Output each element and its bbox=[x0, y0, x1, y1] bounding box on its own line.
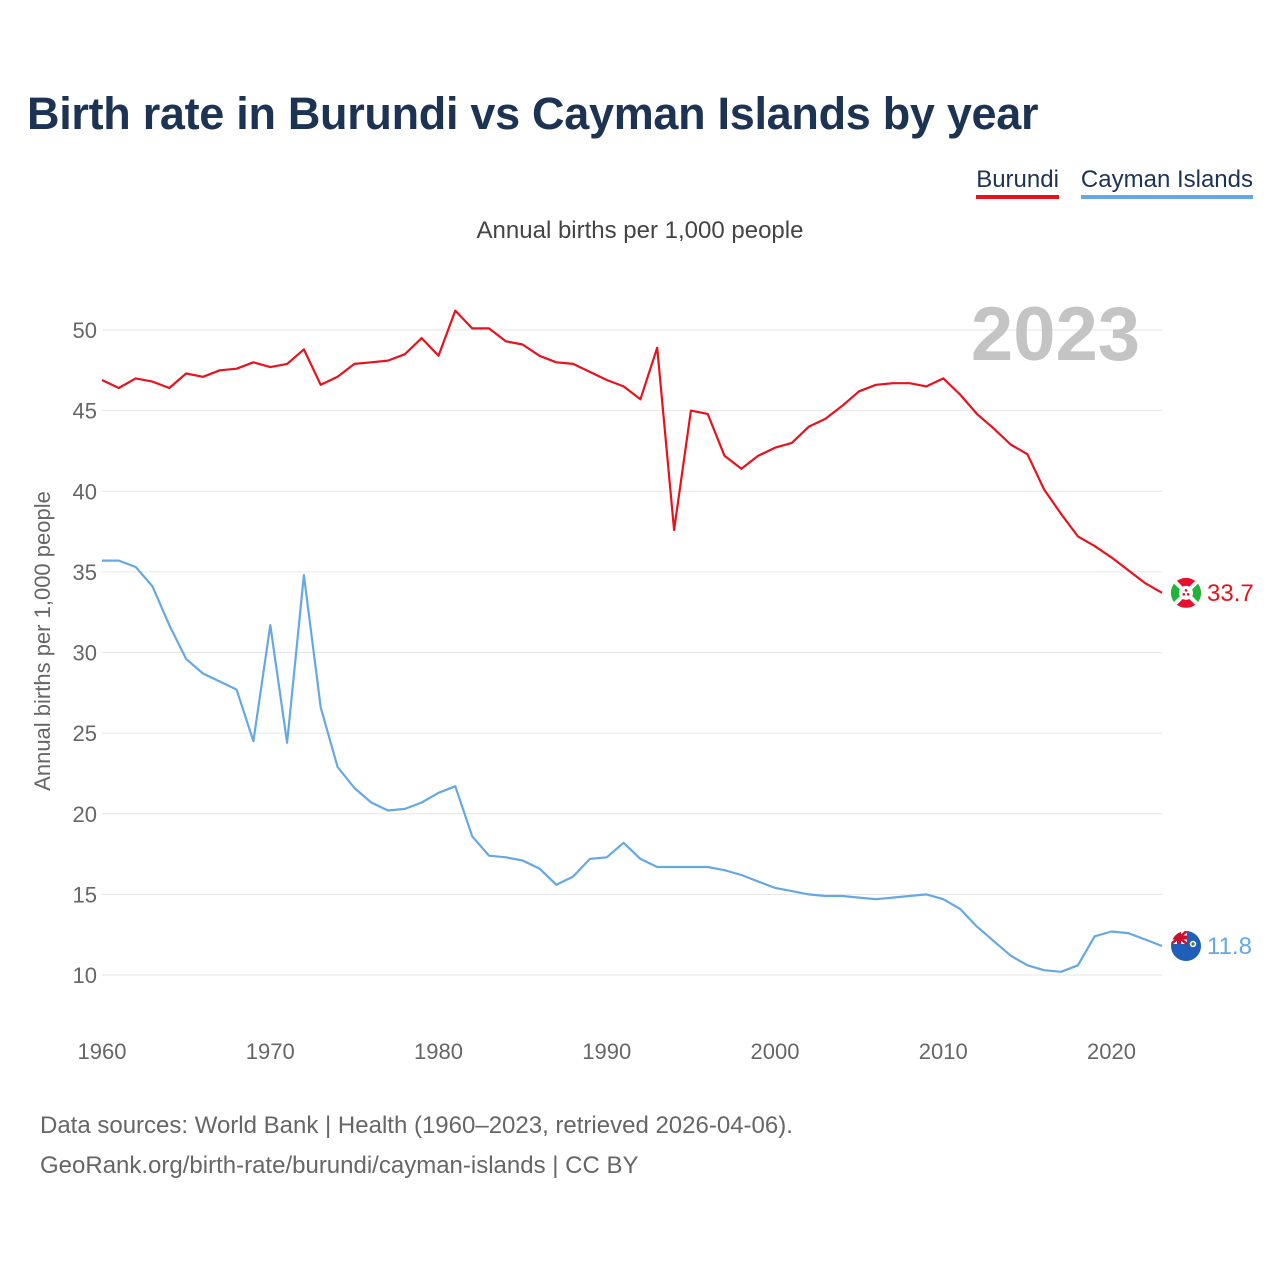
y-tick-label: 10 bbox=[73, 963, 97, 988]
chart-legend: Burundi Cayman Islands bbox=[976, 166, 1253, 199]
y-tick-label: 20 bbox=[73, 802, 97, 827]
x-tick-label: 1980 bbox=[414, 1039, 463, 1064]
x-tick-label: 1960 bbox=[78, 1039, 127, 1064]
y-tick-label: 35 bbox=[73, 560, 97, 585]
end-value-label-cayman-islands: 11.8 bbox=[1207, 933, 1252, 960]
x-tick-label: 2000 bbox=[751, 1039, 800, 1064]
y-tick-label: 30 bbox=[73, 641, 97, 666]
legend-item-cayman-islands[interactable]: Cayman Islands bbox=[1080, 166, 1253, 199]
x-tick-label: 1970 bbox=[246, 1039, 295, 1064]
y-axis-label: Annual births per 1,000 people bbox=[30, 491, 55, 791]
chart-title: Birth rate in Burundi vs Cayman Islands … bbox=[27, 88, 1039, 139]
y-tick-label: 50 bbox=[73, 318, 97, 343]
x-tick-label: 2020 bbox=[1087, 1039, 1136, 1064]
y-tick-label: 15 bbox=[73, 882, 97, 907]
x-axis-ticks: 1960 1970 1980 1990 2000 2010 2020 bbox=[78, 1039, 1136, 1064]
y-tick-label: 40 bbox=[73, 479, 97, 504]
x-tick-label: 1990 bbox=[582, 1039, 631, 1064]
footer-sources: Data sources: World Bank | Health (1960–… bbox=[40, 1112, 793, 1139]
footer-url[interactable]: GeoRank.org/birth-rate/burundi/cayman-is… bbox=[40, 1152, 639, 1179]
series-line-cayman-islands[interactable] bbox=[102, 559, 1163, 973]
y-axis-ticks: 10 15 20 25 30 35 40 45 50 bbox=[73, 318, 97, 988]
flag-icon-cayman-islands bbox=[1171, 930, 1201, 961]
grid-lines bbox=[102, 329, 1162, 976]
y-tick-label: 45 bbox=[73, 399, 97, 424]
end-markers: 33.7 11.8 bbox=[1171, 577, 1254, 961]
x-tick-label: 2010 bbox=[919, 1039, 968, 1064]
series-line-burundi[interactable] bbox=[101, 309, 1163, 594]
series-lines bbox=[101, 309, 1163, 973]
year-watermark: 2023 bbox=[971, 292, 1140, 377]
flag-icon-burundi bbox=[1171, 577, 1201, 608]
y-tick-label: 25 bbox=[73, 721, 97, 746]
footer: Data sources: World Bank | Health (1960–… bbox=[40, 1106, 793, 1186]
legend-item-burundi[interactable]: Burundi bbox=[976, 166, 1059, 199]
chart-subtitle: Annual births per 1,000 people bbox=[476, 217, 804, 244]
end-value-label-burundi: 33.7 bbox=[1207, 580, 1254, 607]
